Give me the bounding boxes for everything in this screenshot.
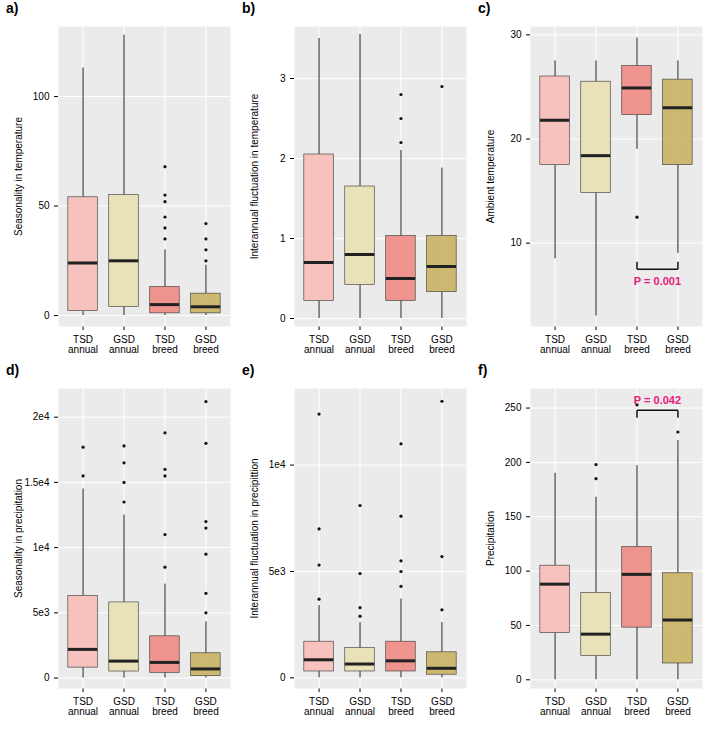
svg-text:100: 100 (505, 565, 522, 576)
html-text:e): e) (242, 362, 255, 378)
svg-text:TSDbreed: TSDbreed (152, 334, 178, 355)
svg-text:Seasonality in precipitation: Seasonality in precipitation (13, 479, 24, 598)
html-text:a): a) (6, 0, 19, 16)
svg-text:100: 100 (33, 91, 50, 102)
svg-text:TSDannual: TSDannual (304, 696, 334, 717)
svg-text:3: 3 (280, 73, 286, 84)
html-text:c): c) (478, 0, 491, 16)
svg-text:TSDannual: TSDannual (304, 334, 334, 355)
html-text:b): b) (242, 0, 256, 16)
svg-text:GSDbreed: GSDbreed (193, 334, 219, 355)
svg-text:GSDbreed: GSDbreed (429, 696, 455, 717)
svg-text:GSDannual: GSDannual (345, 696, 375, 717)
svg-text:TSDannual: TSDannual (540, 696, 570, 717)
svg-text:1.5e4: 1.5e4 (24, 477, 49, 488)
svg-text:0: 0 (280, 672, 286, 683)
svg-text:Interannual fluctuation in pre: Interannual fluctuation in precipittion (249, 458, 260, 618)
svg-text:1e4: 1e4 (269, 459, 286, 470)
svg-text:0: 0 (280, 313, 286, 324)
svg-text:5e3: 5e3 (33, 607, 50, 618)
svg-text:5e3: 5e3 (269, 566, 286, 577)
html-text:f): f) (478, 362, 488, 378)
svg-text:10: 10 (510, 237, 522, 248)
svg-text:30: 30 (510, 29, 522, 40)
svg-text:GSDannual: GSDannual (109, 696, 139, 717)
svg-text:2: 2 (280, 153, 286, 164)
svg-text:1: 1 (280, 233, 286, 244)
svg-text:GSDbreed: GSDbreed (665, 334, 691, 355)
svg-text:TSDbreed: TSDbreed (624, 696, 650, 717)
svg-text:TSDbreed: TSDbreed (388, 696, 414, 717)
svg-text:TSDbreed: TSDbreed (152, 696, 178, 717)
svg-text:Precipitation: Precipitation (485, 511, 496, 566)
svg-text:1e4: 1e4 (33, 542, 50, 553)
svg-text:GSDbreed: GSDbreed (429, 334, 455, 355)
svg-text:P = 0.042: P = 0.042 (634, 394, 681, 406)
svg-text:2e4: 2e4 (33, 411, 50, 422)
svg-text:GSDbreed: GSDbreed (193, 696, 219, 717)
svg-text:GSDannual: GSDannual (109, 334, 139, 355)
svg-text:GSDannual: GSDannual (581, 696, 611, 717)
svg-text:TSDannual: TSDannual (68, 696, 98, 717)
svg-text:P = 0.001: P = 0.001 (634, 275, 681, 287)
svg-text:0: 0 (44, 672, 50, 683)
svg-text:TSDbreed: TSDbreed (388, 334, 414, 355)
svg-text:50: 50 (510, 620, 522, 631)
svg-text:150: 150 (505, 511, 522, 522)
svg-text:50: 50 (38, 200, 50, 211)
svg-text:20: 20 (510, 133, 522, 144)
svg-text:GSDbreed: GSDbreed (665, 696, 691, 717)
svg-text:200: 200 (505, 457, 522, 468)
svg-text:TSDbreed: TSDbreed (624, 334, 650, 355)
svg-text:TSDannual: TSDannual (68, 334, 98, 355)
svg-text:Interannual fluctuation in tem: Interannual fluctuation in temperature (249, 93, 260, 259)
svg-text:Seasonality in temperature: Seasonality in temperature (13, 117, 24, 236)
svg-text:250: 250 (505, 402, 522, 413)
svg-text:GSDannual: GSDannual (345, 334, 375, 355)
svg-text:0: 0 (44, 310, 50, 321)
svg-text:TSDannual: TSDannual (540, 334, 570, 355)
svg-text:GSDannual: GSDannual (581, 334, 611, 355)
html-text:d): d) (6, 362, 20, 378)
svg-text:0: 0 (516, 674, 522, 685)
svg-text:Ambient temperature: Ambient temperature (485, 129, 496, 223)
